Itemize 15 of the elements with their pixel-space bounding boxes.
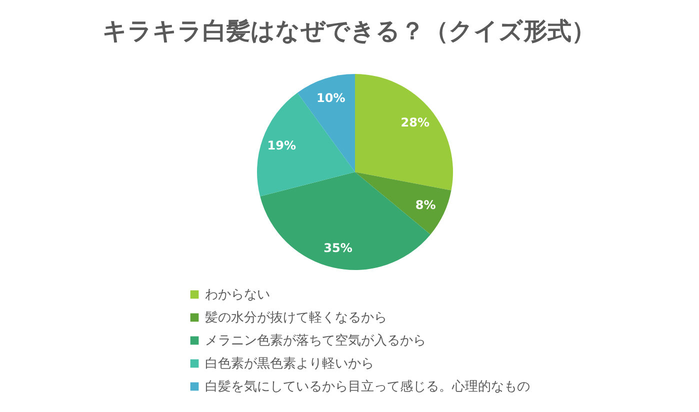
legend-label: 髪の水分が抜けて軽くなるから	[205, 310, 387, 326]
legend-label: 白色素が黒色素より軽いから	[205, 356, 374, 372]
pie-slice	[355, 172, 452, 234]
data-label: 10%	[316, 90, 346, 105]
data-label: 35%	[324, 241, 352, 256]
pie-slice	[297, 74, 355, 172]
data-label: 19%	[267, 138, 296, 153]
data-label: 28%	[400, 115, 430, 130]
legend-label: 白髪を気にしているから目立って感じる。心理的なもの	[205, 378, 530, 394]
pie-slice	[257, 92, 355, 196]
pie-slice	[355, 74, 453, 190]
data-label: 8%	[415, 198, 436, 212]
legend-label: わからない	[205, 288, 270, 302]
chart-title: キラキラ白髪はなぜできる？（クイズ形式）	[102, 17, 596, 45]
legend-label: メラニン色素が落ちて空気が入るから	[205, 334, 426, 348]
